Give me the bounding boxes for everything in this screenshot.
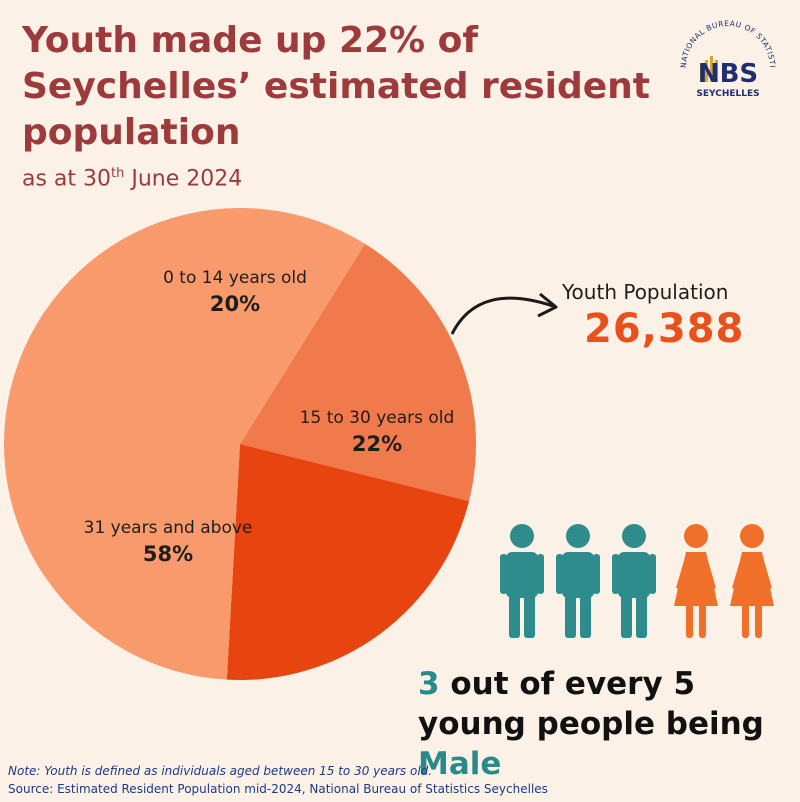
female-icon bbox=[730, 524, 774, 638]
slice-percent-0-14: 20% bbox=[209, 292, 261, 316]
gender-ratio-text: 3 out of every 5 young people being Male bbox=[418, 664, 798, 784]
pie-slice-31-above bbox=[4, 208, 366, 680]
ratio-highlight: Male bbox=[418, 746, 502, 782]
slice-label-15-30: 15 to 30 years old 22% bbox=[282, 408, 472, 456]
slice-label-0-14: 0 to 14 years old 20% bbox=[150, 268, 320, 316]
logo-bars bbox=[700, 56, 718, 82]
subtitle-prefix: as at 30 bbox=[22, 166, 112, 192]
slice-category-15-30: 15 to 30 years old bbox=[299, 408, 455, 428]
subtitle-superscript: th bbox=[111, 166, 125, 181]
ratio-text: out of every 5 young people being bbox=[418, 666, 764, 742]
youth-population-label: Youth Population bbox=[562, 280, 729, 304]
slice-category-0-14: 0 to 14 years old bbox=[163, 268, 307, 288]
callout-arrow bbox=[450, 296, 554, 335]
logo-initials: NBS bbox=[698, 59, 758, 89]
ratio-number: 3 bbox=[418, 666, 440, 702]
male-icon bbox=[612, 524, 656, 638]
male-icon bbox=[500, 524, 544, 638]
source-line: Source: Estimated Resident Population mi… bbox=[8, 782, 548, 796]
chart-subtitle: as at 30th June 2024 bbox=[22, 166, 242, 191]
slice-category-31-above: 31 years and above bbox=[83, 518, 253, 538]
slice-percent-31-above: 58% bbox=[142, 542, 194, 566]
male-icon bbox=[556, 524, 600, 638]
chart-title: Youth made up 22% of Seychelles’ estimat… bbox=[22, 20, 651, 153]
subtitle-suffix: June 2024 bbox=[124, 166, 243, 192]
logo-country: SEYCHELLES bbox=[696, 89, 759, 99]
youth-population-value: 26,388 bbox=[584, 306, 745, 352]
pie-slice-0-14 bbox=[240, 243, 476, 502]
slice-percent-15-30: 22% bbox=[351, 432, 403, 456]
pie-slice-15-30 bbox=[226, 444, 469, 680]
callout-arrowhead bbox=[537, 292, 558, 318]
footnote: Note: Youth is defined as individuals ag… bbox=[8, 764, 433, 778]
nbs-logo: NATIONAL BUREAU OF STATISTICS NBS SEYCHE… bbox=[672, 10, 777, 99]
female-icon bbox=[674, 524, 718, 638]
slice-label-31-above: 31 years and above 58% bbox=[58, 518, 278, 566]
gender-pictogram bbox=[500, 524, 774, 638]
